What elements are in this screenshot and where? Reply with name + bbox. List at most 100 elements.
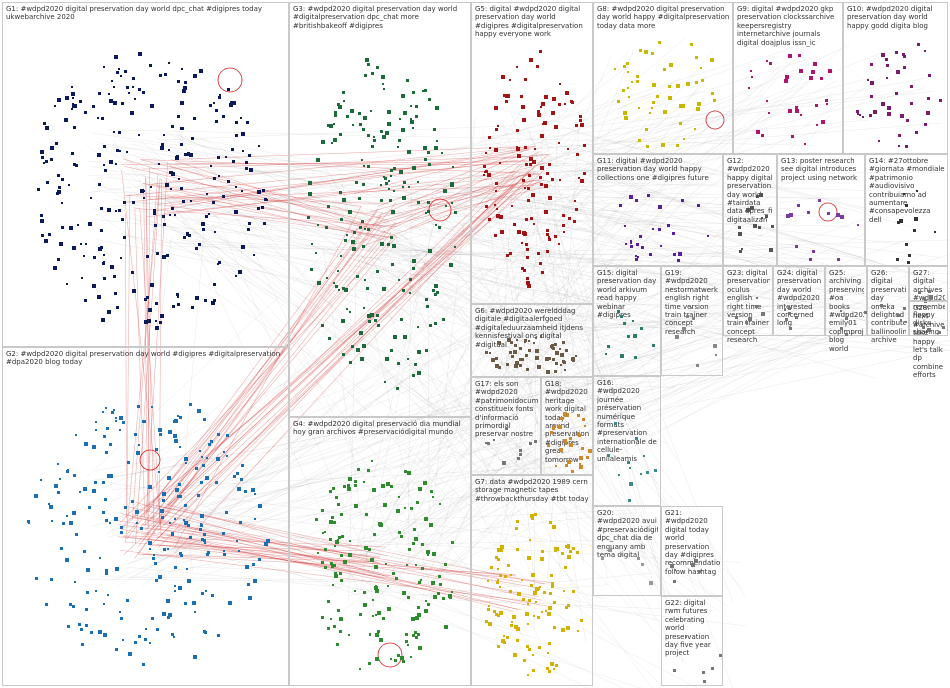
group-g16[interactable]: G16: #wdpd2020 journée préservation numé… xyxy=(593,376,661,506)
node xyxy=(486,580,489,583)
node xyxy=(562,213,565,216)
node xyxy=(564,544,568,548)
group-g11[interactable]: G11: digital #wdpd2020 preservation day … xyxy=(593,154,723,266)
node xyxy=(390,236,394,240)
node xyxy=(645,470,649,474)
node xyxy=(627,96,630,99)
edge xyxy=(361,256,420,258)
node xyxy=(154,223,157,227)
edge xyxy=(377,242,495,310)
node xyxy=(576,432,580,435)
node xyxy=(488,352,491,355)
node xyxy=(28,521,30,524)
group-g20[interactable]: G20: #wdpd2020 avui #preservaciódigital … xyxy=(593,506,661,596)
node xyxy=(812,62,817,67)
group-g9[interactable]: G9: digital #wdpd2020 gkp preservation c… xyxy=(733,2,843,154)
group-g3[interactable]: G3: #wdpd2020 digital preservation day w… xyxy=(289,2,471,417)
edge xyxy=(405,509,639,521)
node xyxy=(205,214,209,218)
node xyxy=(526,623,529,626)
node xyxy=(529,216,533,220)
group-g25[interactable]: G25: archiving preserving #oa books #wdp… xyxy=(825,266,868,353)
edge xyxy=(348,276,357,602)
group-g2[interactable]: G2: #wdpd2020 digital preservation day w… xyxy=(2,347,289,686)
edge xyxy=(501,120,646,561)
group-g19[interactable]: G19: #wdpd2020 nestormatwerk english rig… xyxy=(661,266,723,376)
group-g12[interactable]: G12: #wdpd2020 happy digital preservatio… xyxy=(723,154,777,266)
node xyxy=(497,366,501,370)
group-g7[interactable]: G7: data #wdpd2020 1989 cern storage mag… xyxy=(471,475,593,686)
node xyxy=(537,113,542,118)
node xyxy=(808,258,812,261)
node xyxy=(72,125,76,129)
group-g13[interactable]: G13: poster research see digital introdu… xyxy=(777,154,865,266)
node xyxy=(57,174,60,178)
group-g8[interactable]: G8: #wdpd2020 digital preservation day w… xyxy=(593,2,733,154)
node xyxy=(629,467,632,470)
node xyxy=(503,575,507,579)
group-g15[interactable]: G15: digital preservation day world arki… xyxy=(593,266,661,376)
node xyxy=(522,118,527,122)
node xyxy=(190,136,194,140)
node xyxy=(712,343,717,348)
node xyxy=(508,351,512,355)
node xyxy=(900,114,905,118)
node xyxy=(165,253,169,257)
node xyxy=(581,417,585,421)
group-g27[interactable]: G27: digital archives #wdpd2020 remember… xyxy=(909,266,948,336)
node xyxy=(545,249,549,253)
group-g18[interactable]: G18: #wdpd2020 heritage work digital tod… xyxy=(541,377,593,475)
node xyxy=(498,585,501,588)
group-g21[interactable]: G21: #wdpd2020 digital today world prese… xyxy=(661,506,723,596)
group-g28[interactable]: G28: next #archivematica take happy let'… xyxy=(909,301,948,379)
group-g3-nodes xyxy=(290,3,470,416)
edge xyxy=(483,37,824,302)
node xyxy=(752,223,757,228)
node xyxy=(181,67,184,70)
edge xyxy=(565,263,825,397)
node xyxy=(326,205,330,209)
group-g14[interactable]: G14: #27ottobre #giornata #mondiale #pat… xyxy=(865,154,948,266)
node xyxy=(545,172,549,176)
node xyxy=(627,460,630,464)
node xyxy=(550,662,555,667)
node xyxy=(516,65,519,68)
node xyxy=(190,306,194,310)
node xyxy=(74,164,78,168)
node xyxy=(176,302,180,306)
node xyxy=(225,434,229,437)
node xyxy=(362,128,366,132)
group-g10[interactable]: G10: #wdpd2020 digital preservation day … xyxy=(843,2,948,154)
node xyxy=(559,348,562,351)
node xyxy=(631,80,634,83)
group-g22[interactable]: G22: digital rwm futures celebrating wor… xyxy=(661,596,723,686)
node xyxy=(247,595,252,600)
edge xyxy=(126,193,131,520)
node xyxy=(391,263,395,267)
node xyxy=(106,426,109,430)
group-g24[interactable]: G24: digital preservation day world #wdp… xyxy=(773,266,825,336)
node xyxy=(526,284,531,289)
edge xyxy=(173,205,362,550)
node xyxy=(90,631,94,634)
edge xyxy=(152,178,483,620)
node xyxy=(402,660,406,664)
node xyxy=(427,210,431,214)
node xyxy=(566,555,571,560)
group-g6[interactable]: G6: #wdpd2020 wereldddag digitale #digit… xyxy=(471,304,593,377)
group-g5[interactable]: G5: digital #wdpd2020 digital preservati… xyxy=(471,2,593,304)
group-g23[interactable]: G23: digital preservation oculus english… xyxy=(723,266,773,344)
node xyxy=(382,502,387,507)
node xyxy=(426,304,430,308)
node xyxy=(534,355,539,360)
edge xyxy=(583,197,879,312)
group-g1[interactable]: G1: #wdpd2020 digital preservation day w… xyxy=(2,2,289,347)
group-g4[interactable]: G4: #wdpd2020 digital preservació dia mu… xyxy=(289,417,471,686)
group-g17[interactable]: G17: els son #wdpd2020 #patrimonidocumen… xyxy=(471,377,541,475)
node xyxy=(519,363,523,367)
group-g26[interactable]: G26: digital preservation day omeka deli… xyxy=(867,266,909,344)
edge xyxy=(144,183,515,531)
node xyxy=(937,330,941,334)
node xyxy=(922,297,926,301)
edge xyxy=(166,245,844,260)
